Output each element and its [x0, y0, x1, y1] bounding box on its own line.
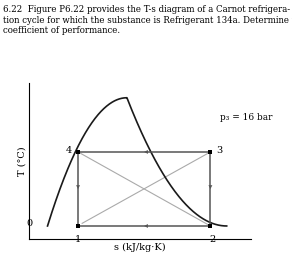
Text: 0: 0 [26, 219, 32, 228]
Text: 1: 1 [75, 235, 81, 244]
X-axis label: s (kJ/kg·K): s (kJ/kg·K) [114, 243, 166, 252]
Y-axis label: T (°C): T (°C) [18, 146, 26, 176]
Text: p₃ = 16 bar: p₃ = 16 bar [220, 113, 272, 122]
Text: 2: 2 [209, 235, 215, 244]
Text: 3: 3 [216, 146, 223, 155]
Text: 6.22  Figure P6.22 provides the T-s diagram of a Carnot refrigera-
tion cycle fo: 6.22 Figure P6.22 provides the T-s diagr… [3, 5, 292, 35]
Text: 4: 4 [66, 146, 72, 155]
